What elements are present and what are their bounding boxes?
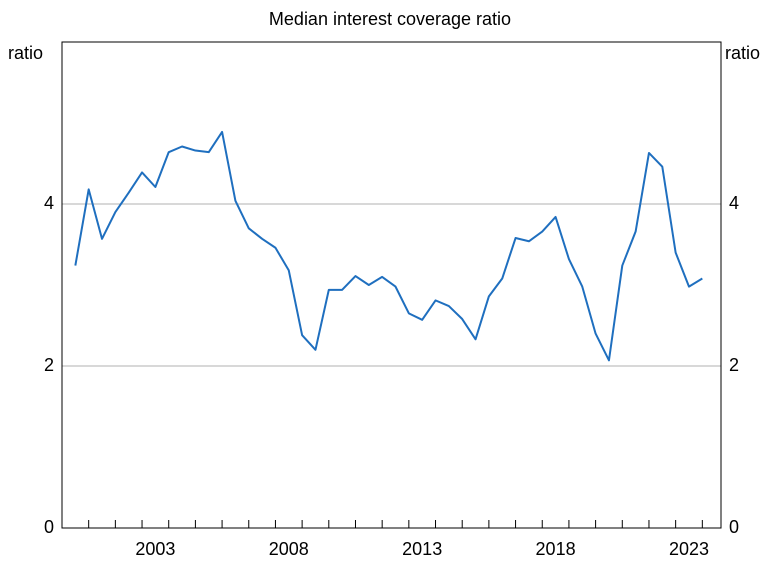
x-tick-label: 2013 — [402, 539, 442, 559]
y2-tick-label: 0 — [729, 517, 739, 537]
x-tick-label: 2008 — [269, 539, 309, 559]
y-axis-label: ratio — [8, 43, 43, 63]
line-series — [74, 130, 703, 362]
y-tick-label: 4 — [44, 193, 54, 213]
y2-axis-label: ratio — [725, 43, 760, 63]
y2-tick-label: 2 — [729, 355, 739, 375]
plot-frame — [61, 41, 722, 529]
y-tick-label: 2 — [44, 355, 54, 375]
x-tick-label: 2018 — [536, 539, 576, 559]
x-tick-label: 2003 — [135, 539, 175, 559]
y2-tick-label: 4 — [729, 193, 739, 213]
y-tick-label: 0 — [44, 517, 54, 537]
chart-subtitle: Median interest coverage ratio — [269, 9, 511, 29]
x-tick-label: 2023 — [669, 539, 709, 559]
